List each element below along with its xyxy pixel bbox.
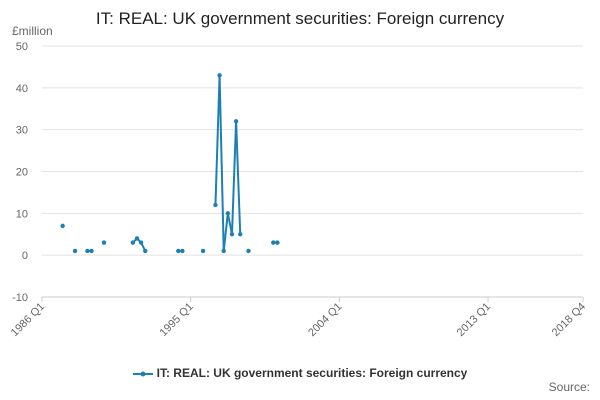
chart-title: IT: REAL: UK government securities: Fore… bbox=[95, 9, 505, 28]
data-point bbox=[225, 211, 231, 216]
y-tick-label: 10 bbox=[16, 208, 28, 220]
y-tick-label: 20 bbox=[16, 167, 28, 179]
data-point bbox=[180, 248, 185, 254]
y-tick-label: 30 bbox=[16, 125, 28, 137]
x-tick-label: 2013 Q1 bbox=[455, 301, 493, 339]
series-line-segment bbox=[230, 120, 238, 236]
y-axis-unit-label: £million bbox=[12, 24, 53, 38]
legend[interactable]: IT: REAL: UK government securities: Fore… bbox=[0, 366, 600, 381]
y-tick-label: 40 bbox=[16, 83, 28, 95]
data-point bbox=[60, 223, 65, 229]
data-point bbox=[217, 73, 222, 78]
legend-swatch bbox=[132, 371, 153, 377]
y-tick-label: 0 bbox=[22, 250, 28, 262]
series-line-segment bbox=[218, 74, 225, 252]
source-label: Source: bbox=[548, 380, 590, 394]
data-point bbox=[213, 202, 218, 208]
x-tick-label: 2018 Q4 bbox=[550, 301, 588, 339]
series-line-segment bbox=[222, 212, 229, 252]
y-tick-label: 50 bbox=[16, 41, 28, 53]
data-point bbox=[200, 248, 206, 254]
data-point bbox=[233, 119, 239, 124]
x-tick-label: 1986 Q1 bbox=[9, 301, 47, 339]
series-line-segment bbox=[214, 74, 221, 206]
data-point bbox=[271, 240, 276, 245]
data-point bbox=[85, 248, 90, 254]
data-point bbox=[101, 240, 107, 245]
x-tick-label: 2004 Q1 bbox=[306, 301, 344, 339]
data-point bbox=[72, 248, 78, 254]
data-point bbox=[134, 236, 140, 241]
x-tick-label: 1995 Q1 bbox=[157, 301, 195, 339]
data-point bbox=[89, 248, 94, 254]
data-point bbox=[130, 240, 136, 245]
y-tick-label: -10 bbox=[12, 292, 28, 304]
data-point bbox=[229, 232, 235, 237]
data-point bbox=[238, 232, 243, 237]
data-point bbox=[275, 240, 280, 245]
legend-label: IT: REAL: UK government securities: Fore… bbox=[156, 366, 468, 380]
data-point bbox=[221, 248, 226, 254]
data-point bbox=[246, 248, 251, 254]
data-point bbox=[138, 240, 144, 245]
series-line-segment bbox=[235, 120, 242, 236]
data-point bbox=[143, 248, 148, 254]
data-point bbox=[176, 248, 181, 254]
